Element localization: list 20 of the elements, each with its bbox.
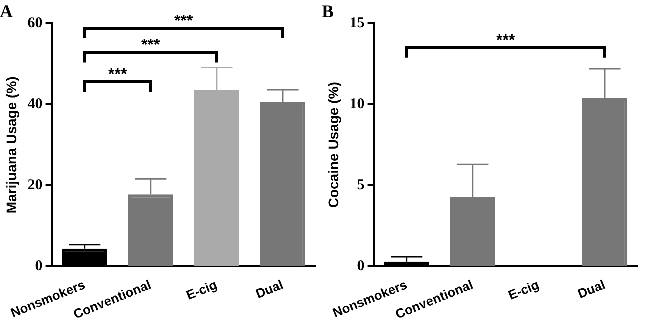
y-tick-label: 10 — [350, 96, 365, 113]
x-tick-label: E-cig — [184, 277, 220, 303]
y-tick-label: 0 — [35, 258, 43, 275]
annotation: *** — [496, 32, 516, 50]
x-tick-label: Dual — [576, 277, 608, 302]
annotation: *** — [108, 66, 128, 84]
chart-title: B — [322, 1, 334, 22]
y-tick-label: 0 — [357, 258, 365, 275]
y-tick-label: 15 — [350, 15, 365, 32]
x-tick-label: E-cig — [506, 277, 542, 303]
y-tick-label: 60 — [28, 15, 43, 32]
y-axis-title: Cocaine Usage (%) — [325, 82, 342, 208]
y-tick-label: 5 — [357, 178, 365, 194]
annotation: *** — [174, 12, 194, 30]
y-tick-label: 20 — [28, 178, 43, 194]
chart-title: A — [0, 1, 13, 22]
annotation: *** — [142, 37, 161, 54]
x-tick-label: Dual — [254, 277, 286, 302]
y-tick-label: 40 — [28, 96, 43, 113]
y-axis-title: Marijuana Usage (%) — [3, 76, 20, 214]
